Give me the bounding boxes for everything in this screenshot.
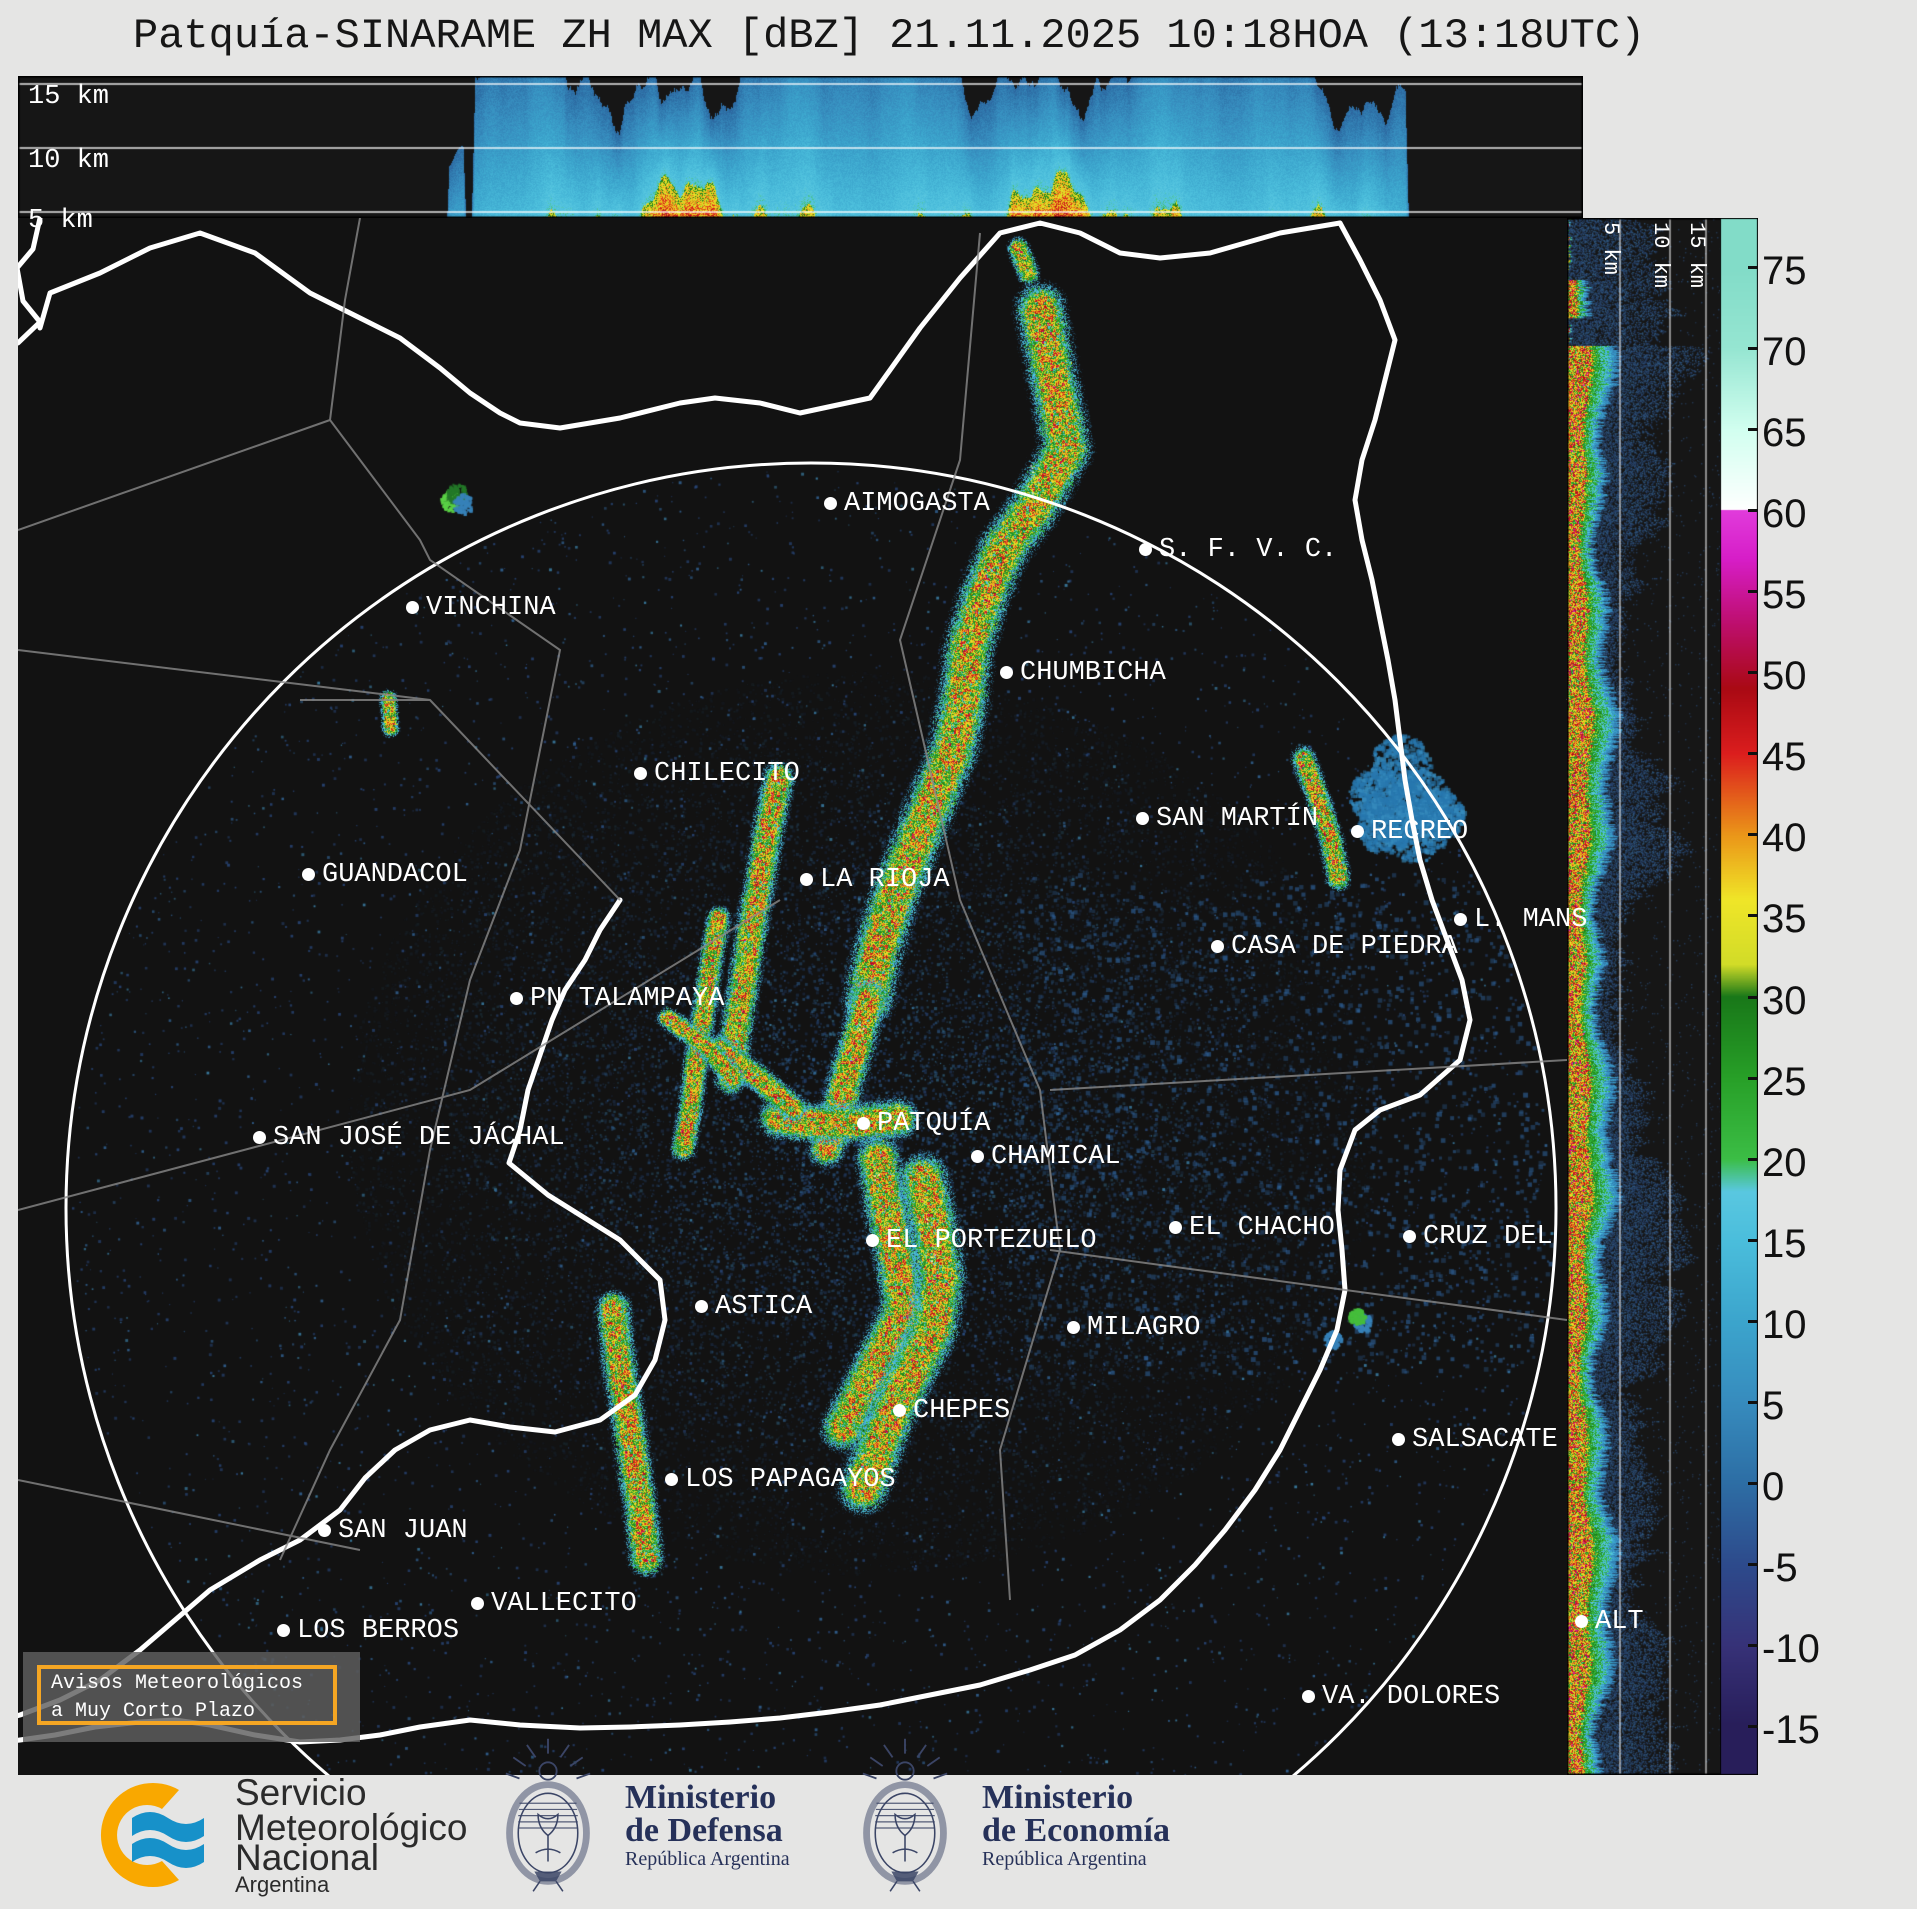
svg-text:Argentina: Argentina — [235, 1872, 330, 1897]
svg-text:de Economía: de Economía — [982, 1812, 1170, 1849]
svg-text:Ministerio: Ministerio — [982, 1779, 1133, 1816]
svg-text:República Argentina: República Argentina — [982, 1848, 1147, 1870]
svg-text:de Defensa: de Defensa — [625, 1812, 783, 1849]
svg-text:Ministerio: Ministerio — [625, 1779, 776, 1816]
svg-text:República Argentina: República Argentina — [625, 1848, 790, 1870]
